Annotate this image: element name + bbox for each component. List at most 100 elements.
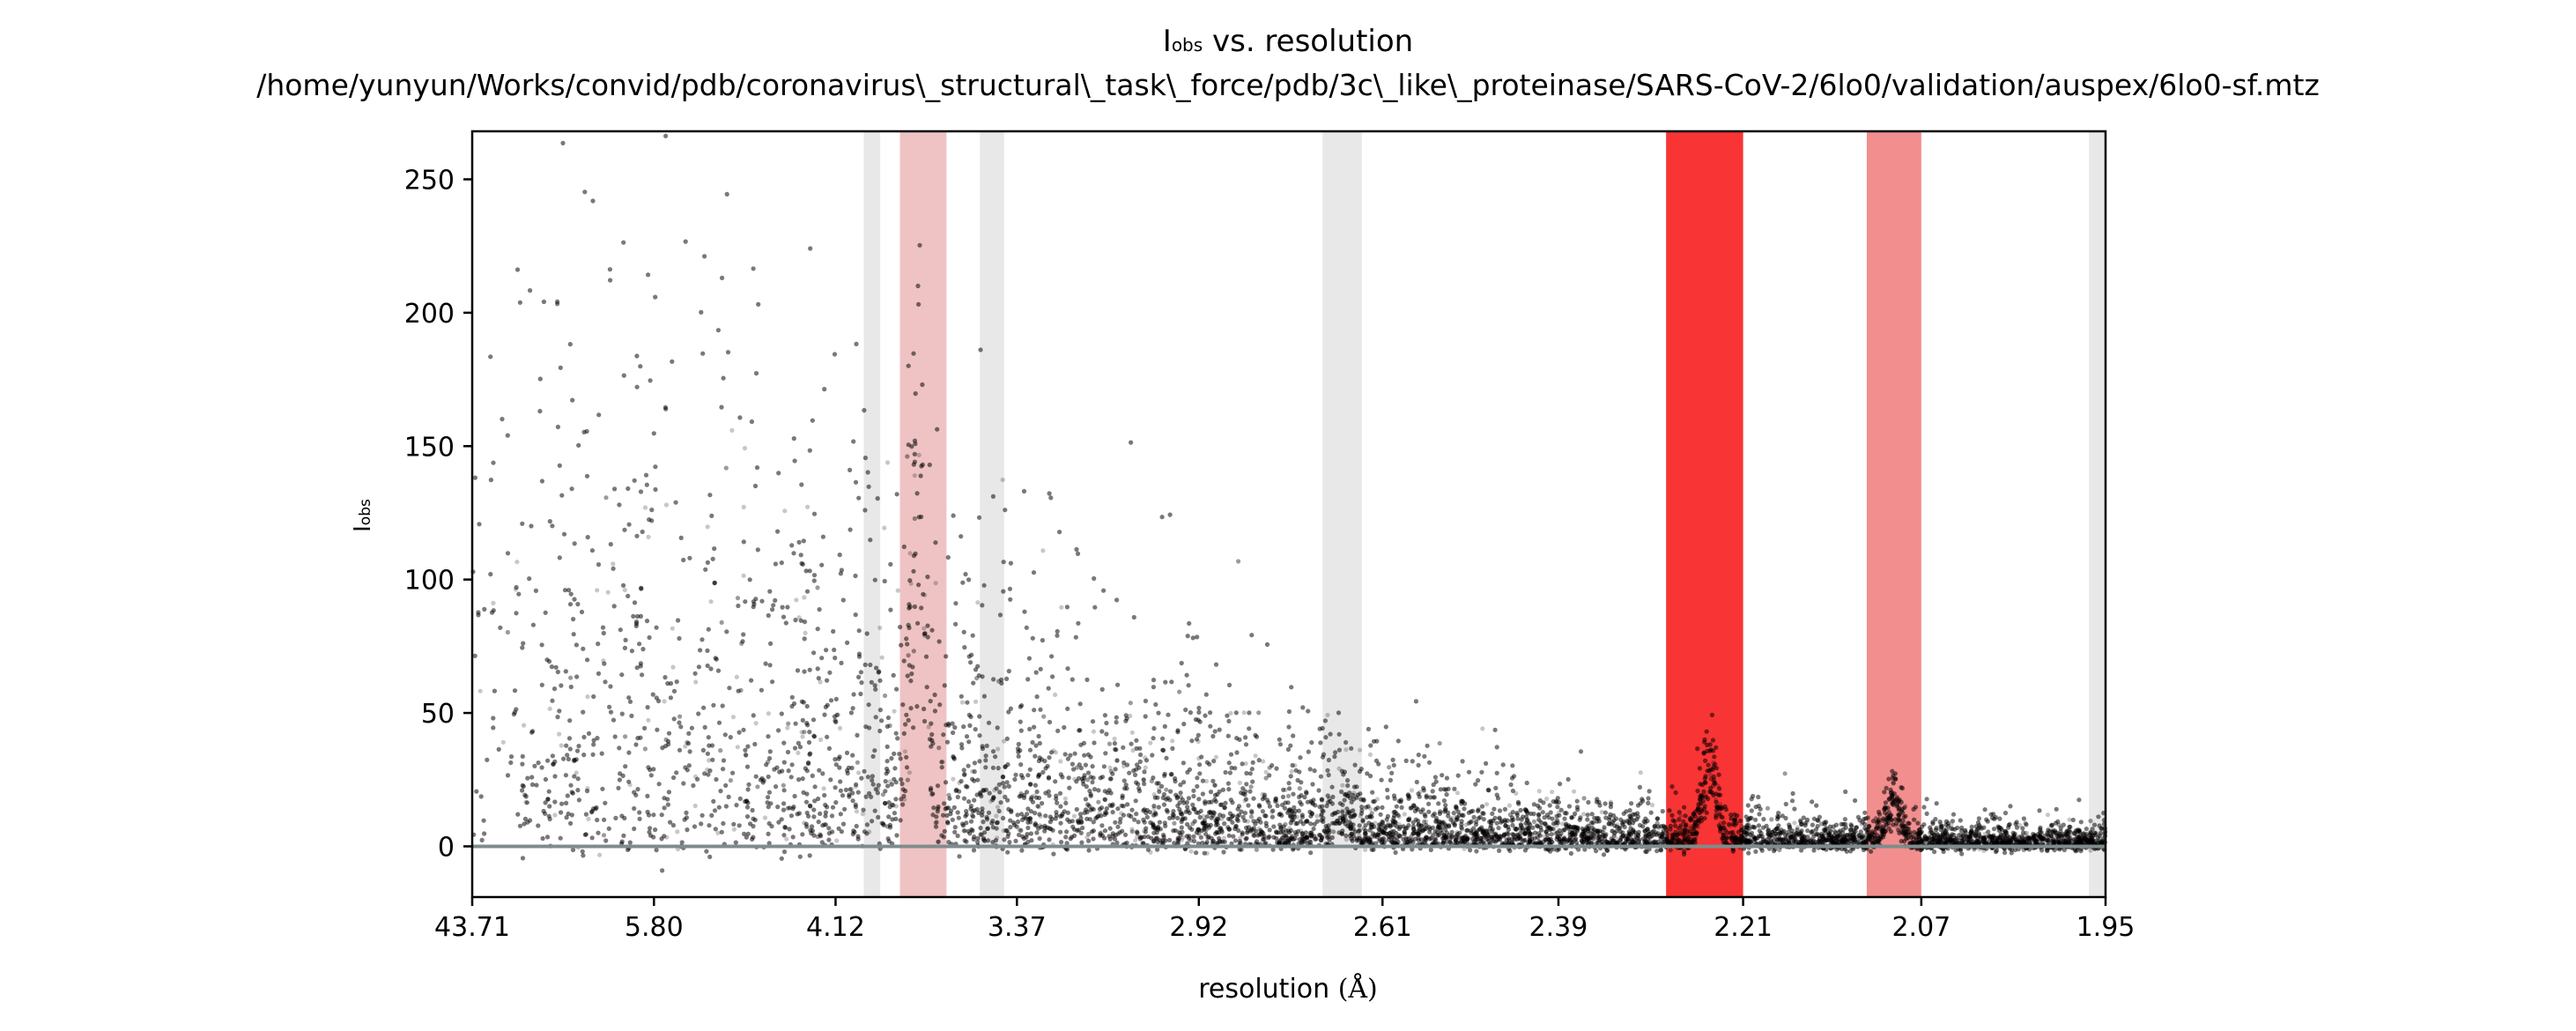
data-point bbox=[2076, 839, 2082, 844]
data-point bbox=[1567, 836, 1573, 842]
data-point bbox=[1859, 821, 1864, 827]
data-point bbox=[670, 626, 675, 631]
data-point bbox=[1679, 831, 1684, 836]
data-point bbox=[837, 725, 843, 731]
data-point bbox=[1295, 814, 1300, 820]
data-point bbox=[552, 812, 558, 818]
data-point bbox=[1325, 712, 1330, 718]
data-point bbox=[2082, 836, 2087, 842]
data-point bbox=[1599, 837, 1604, 843]
data-point bbox=[2029, 838, 2034, 843]
data-point bbox=[1940, 836, 1945, 842]
data-point bbox=[907, 770, 912, 775]
data-point bbox=[799, 730, 804, 735]
data-point bbox=[1450, 834, 1455, 840]
data-point bbox=[784, 836, 789, 842]
data-point bbox=[1860, 835, 1865, 841]
data-point bbox=[1614, 836, 1619, 842]
data-point bbox=[803, 630, 808, 636]
data-point bbox=[1358, 813, 1363, 819]
data-point bbox=[1204, 850, 1210, 857]
data-point bbox=[1890, 800, 1895, 805]
data-point bbox=[821, 786, 826, 791]
data-point bbox=[601, 658, 606, 664]
data-point bbox=[766, 711, 772, 716]
data-point bbox=[1570, 836, 1575, 842]
data-point bbox=[1053, 750, 1058, 755]
data-point bbox=[912, 473, 917, 478]
data-point bbox=[1619, 834, 1625, 839]
data-point bbox=[1615, 822, 1620, 827]
data-point bbox=[882, 525, 887, 530]
data-point bbox=[1289, 768, 1294, 775]
data-point bbox=[796, 750, 801, 756]
data-point bbox=[1454, 814, 1459, 820]
data-point bbox=[664, 834, 670, 840]
data-point bbox=[1455, 834, 1460, 840]
data-point bbox=[2025, 830, 2030, 835]
data-point bbox=[1395, 832, 1401, 837]
data-point bbox=[730, 715, 737, 720]
data-point bbox=[2050, 836, 2055, 842]
data-point bbox=[1363, 847, 1368, 853]
data-point bbox=[1721, 815, 1726, 820]
data-point bbox=[1851, 840, 1856, 845]
data-point bbox=[1170, 738, 1175, 744]
data-point bbox=[1827, 837, 1832, 842]
data-point bbox=[1001, 828, 1006, 834]
data-point bbox=[1221, 835, 1226, 841]
data-point bbox=[547, 706, 552, 711]
data-point bbox=[1544, 796, 1550, 802]
data-point bbox=[1017, 827, 1022, 833]
data-point bbox=[1599, 809, 1604, 815]
data-point bbox=[1287, 826, 1292, 831]
data-point bbox=[992, 788, 997, 793]
data-point bbox=[708, 599, 714, 605]
data-point bbox=[2049, 822, 2054, 827]
data-point bbox=[835, 712, 840, 717]
data-point bbox=[1148, 740, 1153, 745]
data-point bbox=[1891, 779, 1896, 785]
data-point bbox=[1524, 820, 1529, 826]
data-point bbox=[2023, 833, 2028, 838]
data-point bbox=[1243, 760, 1248, 767]
data-point bbox=[1791, 832, 1796, 837]
data-point bbox=[1099, 830, 1104, 835]
data-point bbox=[1928, 841, 1933, 846]
data-point bbox=[662, 699, 667, 704]
data-point bbox=[1283, 787, 1288, 793]
data-point bbox=[1071, 813, 1077, 819]
data-point bbox=[1949, 822, 1954, 828]
data-point bbox=[879, 655, 885, 660]
data-point bbox=[670, 664, 676, 670]
data-point bbox=[995, 805, 1001, 810]
data-point bbox=[1351, 790, 1357, 796]
data-point bbox=[802, 820, 807, 826]
data-point bbox=[1877, 823, 1883, 828]
data-point bbox=[1804, 820, 1810, 825]
data-point bbox=[1203, 778, 1209, 784]
data-point bbox=[1493, 831, 1499, 836]
data-point bbox=[933, 820, 938, 826]
data-point bbox=[1728, 837, 1735, 842]
data-point bbox=[1558, 839, 1564, 844]
data-point bbox=[1097, 811, 1102, 816]
data-point bbox=[2039, 828, 2044, 834]
data-point bbox=[1256, 826, 1262, 832]
data-point bbox=[1542, 834, 1547, 839]
data-point bbox=[683, 744, 688, 749]
data-point bbox=[2075, 838, 2080, 844]
data-point bbox=[1040, 548, 1046, 553]
data-point bbox=[1142, 828, 1147, 834]
data-point bbox=[1365, 835, 1370, 841]
data-point bbox=[1219, 816, 1225, 821]
data-point bbox=[1121, 763, 1127, 769]
data-point bbox=[800, 734, 805, 739]
data-point bbox=[995, 835, 1000, 841]
data-point bbox=[1114, 758, 1120, 763]
data-point bbox=[1179, 837, 1184, 842]
data-point bbox=[2006, 837, 2011, 842]
data-point bbox=[1151, 792, 1157, 797]
data-point bbox=[1409, 788, 1414, 793]
data-point bbox=[1212, 783, 1218, 788]
